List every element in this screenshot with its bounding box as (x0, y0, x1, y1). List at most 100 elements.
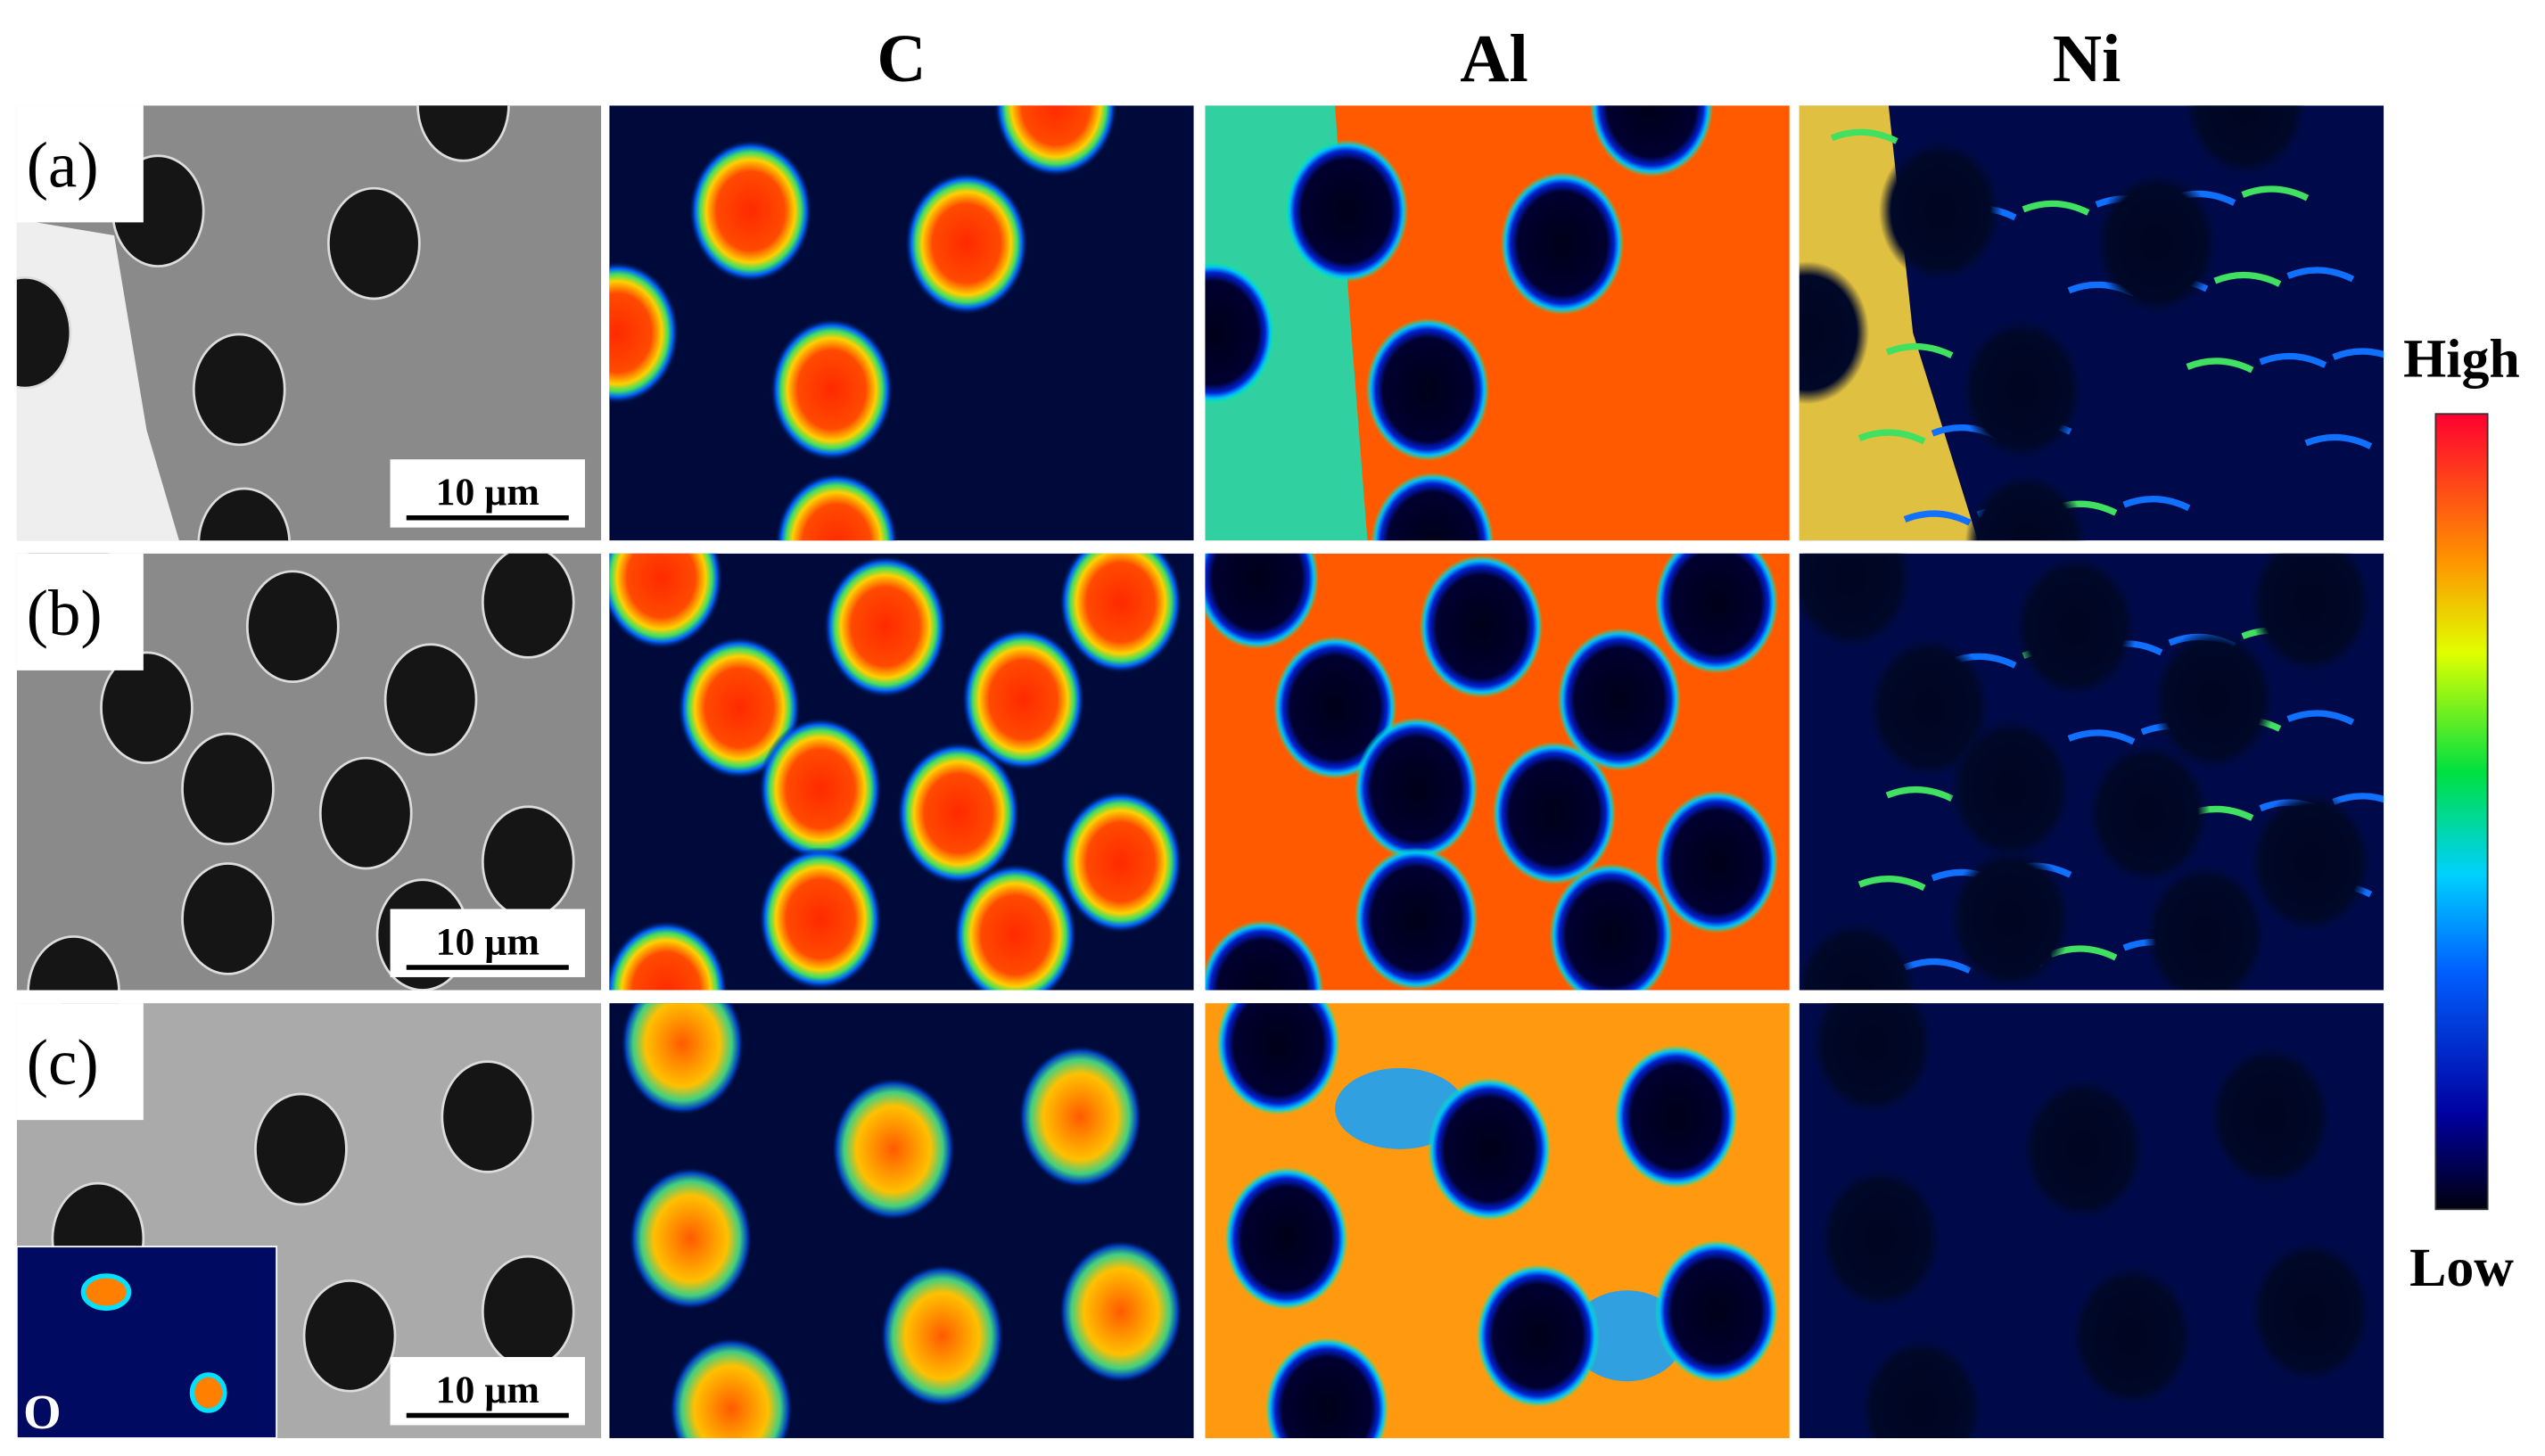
inset-spot (189, 1372, 227, 1413)
fiber-map (1799, 553, 1914, 650)
fiber-map (896, 741, 1020, 885)
fiber-map (823, 555, 947, 698)
ni-streak (2259, 352, 2327, 368)
ni-streak (2332, 348, 2384, 360)
fiber-map (1205, 553, 1319, 650)
fiber-map (880, 1264, 1004, 1408)
fiber-map (904, 171, 1029, 316)
label-box (16, 553, 144, 670)
fiber-map (2022, 1077, 2146, 1222)
fiber-map (2151, 628, 2276, 771)
label-box (16, 1003, 144, 1121)
label-box (16, 105, 144, 223)
fiber-map (2095, 171, 2219, 316)
fiber-map (961, 628, 1085, 771)
panel (1799, 105, 2384, 541)
scale-bar-label: 10 µm (436, 920, 539, 963)
panel (1799, 553, 2384, 991)
ni-streak (2304, 433, 2373, 449)
colorbar-low: Low (2409, 1238, 2514, 1298)
ni-streak (2186, 358, 2254, 374)
ni-streak (1830, 128, 1898, 144)
fiber-map (609, 553, 723, 650)
fiber-map (1272, 636, 1397, 779)
fiber-map (1354, 847, 1478, 991)
fiber-map (953, 863, 1077, 991)
fiber-map (2014, 555, 2137, 698)
panel (609, 105, 1194, 541)
ni-streak (1903, 510, 1972, 526)
fiber-map (1284, 139, 1409, 283)
fiber-map (1058, 1239, 1182, 1384)
fiber-map (2249, 790, 2373, 934)
fiber (383, 643, 478, 756)
panel (1205, 1003, 1790, 1438)
fiber-map (609, 920, 729, 991)
fiber-map (1614, 1045, 1738, 1189)
fiber-map (1654, 1239, 1779, 1384)
panel (16, 105, 602, 541)
fiber-map (1964, 472, 2088, 541)
fiber (181, 732, 275, 846)
panel (1205, 105, 1790, 541)
ni-streak (2286, 710, 2355, 726)
fiber-map (1799, 920, 1918, 991)
fiber-map (1354, 717, 1478, 860)
fiber (302, 1279, 397, 1393)
fiber-map (2086, 741, 2211, 885)
fiber-map (629, 1166, 753, 1311)
fiber-map (2208, 1045, 2332, 1189)
fiber-map (621, 1003, 745, 1115)
scale-bar-label: 10 µm (436, 1369, 539, 1411)
fiber-map (2070, 1264, 2195, 1408)
fiber-map (1557, 628, 1681, 771)
fiber-map (1058, 553, 1182, 674)
fiber-map (758, 847, 883, 991)
fiber-map (1264, 1337, 1389, 1438)
fiber-map (1878, 139, 2003, 283)
fiber-map (1867, 636, 1991, 779)
fiber-map (2184, 105, 2308, 177)
fiber (416, 105, 510, 162)
panel (1799, 1003, 2384, 1438)
inset-spot (80, 1273, 132, 1312)
fiber (197, 487, 291, 541)
fiber-map (1018, 1045, 1142, 1189)
fiber-map (1365, 317, 1490, 462)
fiber-map (831, 1077, 956, 1222)
fiber-map (1810, 1003, 1934, 1115)
fiber-map (1654, 790, 1779, 934)
scale-bar-label: 10 µm (436, 471, 539, 514)
fiber-map (1205, 920, 1324, 991)
ni-streak (1885, 342, 1954, 358)
fiber-map (1427, 1077, 1552, 1222)
fiber-map (1500, 171, 1625, 316)
fiber-map (677, 636, 802, 779)
fiber-map (1818, 1166, 1942, 1311)
fiber-map (1654, 553, 1779, 674)
fiber-map (669, 1337, 794, 1438)
fiber-map (1419, 555, 1544, 698)
fiber (181, 862, 275, 975)
ni-streak (1885, 786, 1954, 802)
fiber-map (1224, 1166, 1348, 1311)
fiber-map (609, 261, 679, 405)
fiber-map (1371, 472, 1495, 541)
row-label: (a) (27, 128, 99, 201)
ni-streak (2122, 496, 2191, 512)
fiber-map (1058, 790, 1182, 934)
fiber-map (770, 317, 894, 462)
ni-streak (2213, 271, 2282, 287)
fiber-map (1549, 863, 1673, 991)
fiber (27, 935, 120, 991)
panel (1205, 553, 1790, 991)
column-header: C (877, 21, 926, 96)
fiber-map (1205, 261, 1275, 405)
column-header: Ni (2053, 21, 2121, 96)
fiber-map (993, 105, 1118, 177)
ni-streak (2022, 200, 2090, 216)
fiber-map (1589, 105, 1714, 177)
fiber (100, 651, 194, 765)
fiber-map (1476, 1264, 1600, 1408)
